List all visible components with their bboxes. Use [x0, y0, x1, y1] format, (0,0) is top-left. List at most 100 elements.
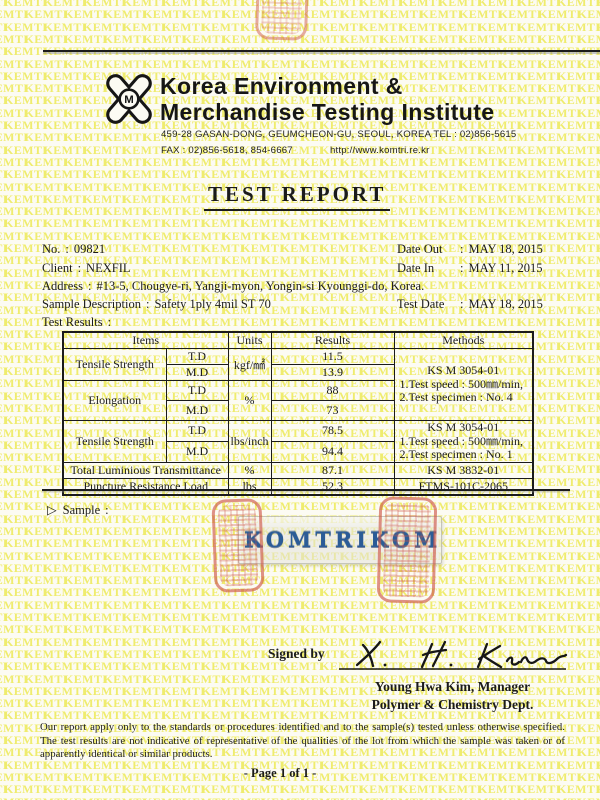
watermark-text: KEMTI	[597, 438, 600, 453]
watermark-text: KEMTI	[0, 548, 29, 563]
watermark-text: KEMTI	[143, 795, 186, 800]
watermark-text: KEMTI	[438, 0, 482, 9]
watermark-text: KEMTI	[557, 364, 600, 378]
watermark-text: KEMTI	[162, 265, 206, 280]
red-seal-stamp-left	[211, 498, 265, 593]
watermark-text: KEMTI	[478, 585, 522, 600]
watermark-text: KEMTI	[103, 154, 147, 169]
watermark-text: KEMTI	[597, 758, 600, 773]
watermark-text: KEMTI	[597, 266, 600, 281]
watermark-text: KEMTI	[320, 118, 364, 132]
watermark-text: KEMTI	[499, 795, 542, 800]
watermark-text: KEMTI	[280, 19, 324, 34]
sample-description-label: Sample Description	[42, 297, 141, 311]
watermark-text: KEMTI	[340, 7, 384, 22]
watermark-text: KEMTI	[262, 795, 305, 800]
watermark-text: KEMTI	[64, 56, 108, 71]
watermark-text: KEMTI	[43, 536, 87, 551]
watermark-text: KEMTI	[182, 769, 226, 784]
watermark-text: KEMTI	[241, 610, 285, 624]
item-tensile-kgf: Tensile Strength	[62, 348, 167, 381]
watermark-text: KEMTI	[538, 745, 582, 760]
client-value: NEXFIL	[86, 261, 131, 275]
watermark-text: KEMTI	[24, 327, 68, 342]
watermark-text: KEMTI	[438, 216, 482, 231]
watermark-text: KEMTI	[43, 585, 87, 600]
watermark-text: KEMTI	[517, 191, 561, 206]
watermark-text: KEMTI	[359, 0, 403, 9]
watermark-text: KEMTI	[261, 81, 305, 96]
watermark-text: KEMTI	[143, 745, 187, 760]
watermark-text: KEMTI	[241, 191, 285, 206]
watermark-text: KEMTI	[4, 413, 48, 428]
watermark-text: KEMTI	[399, 585, 442, 600]
watermark-text: KEMTI	[517, 511, 561, 526]
watermark-text: KEMTI	[320, 93, 364, 108]
watermark-text: KEMTI	[83, 683, 127, 698]
watermark-text: KEMTI	[557, 241, 600, 255]
watermark-text: KEMTI	[498, 31, 542, 46]
watermark-text: KEMTI	[538, 450, 582, 465]
watermark-text: KEMTI	[380, 302, 424, 317]
watermark-text: KEMTI	[419, 720, 463, 735]
watermark-text: KEMTI	[182, 720, 226, 735]
watermark-text: KEMTI	[359, 560, 403, 575]
watermark-text: KEMTI	[538, 597, 582, 612]
watermark-text: KEMTI	[359, 757, 403, 772]
watermark-text: KEMTI	[143, 696, 187, 711]
watermark-text: KEMTI	[0, 339, 8, 354]
watermark-text: KEMTI	[0, 56, 29, 71]
watermark-text: KEMTI	[262, 7, 305, 22]
sample-description-row: Sample Description : Safety 1ply 4mil ST…	[42, 297, 271, 312]
methods-block-a: KS M 3054-01 1.Test speed : 500㎜/min, 2.…	[393, 348, 534, 421]
watermark-text: KEMTI	[359, 241, 403, 255]
watermark-text: KEMTI	[103, 7, 147, 22]
watermark-text: KEMTI	[577, 351, 600, 366]
watermark-text: KEMTI	[557, 19, 600, 34]
watermark-text: KEMTI	[280, 757, 324, 772]
watermark-text: KEMTI	[399, 265, 443, 280]
watermark-text: KEMTI	[577, 696, 600, 711]
watermark-text: KEMTI	[498, 228, 542, 243]
watermark-text: KEMTI	[478, 0, 522, 9]
watermark-text: KEMTI	[201, 265, 245, 280]
watermark-text: KEMTI	[301, 179, 345, 194]
watermark-text: KEMTI	[517, 536, 561, 551]
watermark-text: KEMTI	[280, 142, 324, 157]
watermark-text: KEMTI	[577, 523, 600, 538]
watermark-text: KEMTI	[0, 228, 29, 243]
watermark-text: KEMTI	[261, 622, 305, 637]
watermark-text: KEMTI	[0, 265, 8, 280]
watermark-text: KEMTI	[320, 708, 364, 723]
watermark-text: KEMTI	[24, 474, 68, 489]
test-results-table: Items Units Results Methods Tensile Stre…	[62, 331, 535, 496]
watermark-text: KEMTI	[498, 154, 542, 169]
watermark-text: KEMTI	[340, 56, 384, 71]
watermark-text: KEMTI	[122, 0, 166, 9]
watermark-text: KEMTI	[4, 462, 48, 477]
watermark-text: KEMTI	[459, 573, 503, 588]
watermark-text: KEMTI	[122, 610, 166, 624]
watermark-text: KEMTI	[4, 487, 48, 501]
watermark-text: KEMTI	[320, 68, 364, 83]
watermark-text: KEMTI	[222, 277, 266, 292]
watermark-text: KEMTI	[498, 277, 542, 292]
watermark-text: KEMTI	[83, 708, 127, 723]
watermark-text: KEMTI	[103, 31, 147, 46]
watermark-text: KEMTI	[419, 622, 463, 637]
watermark-text: KEMTI	[103, 228, 147, 243]
watermark-text: KEMTI	[201, 0, 245, 9]
film-sample	[238, 516, 442, 564]
watermark-text: KEMTI	[557, 708, 600, 723]
watermark-text: KEMTI	[182, 523, 226, 538]
watermark-text: KEMTI	[0, 769, 29, 784]
watermark-text: KEMTI	[143, 646, 187, 661]
watermark-text: KEMTI	[202, 561, 245, 576]
watermark-text: KEMTI	[399, 19, 443, 34]
result-tensile-kgf-td: 11.5	[270, 348, 395, 365]
watermark-text: KEMTI	[43, 19, 87, 34]
result-tensile-kgf-md: 13.9	[270, 364, 395, 381]
watermark-text: KEMTI	[340, 622, 384, 637]
page-number: - Page 1 of 1 -	[243, 766, 317, 780]
client-label: Client	[42, 261, 73, 275]
